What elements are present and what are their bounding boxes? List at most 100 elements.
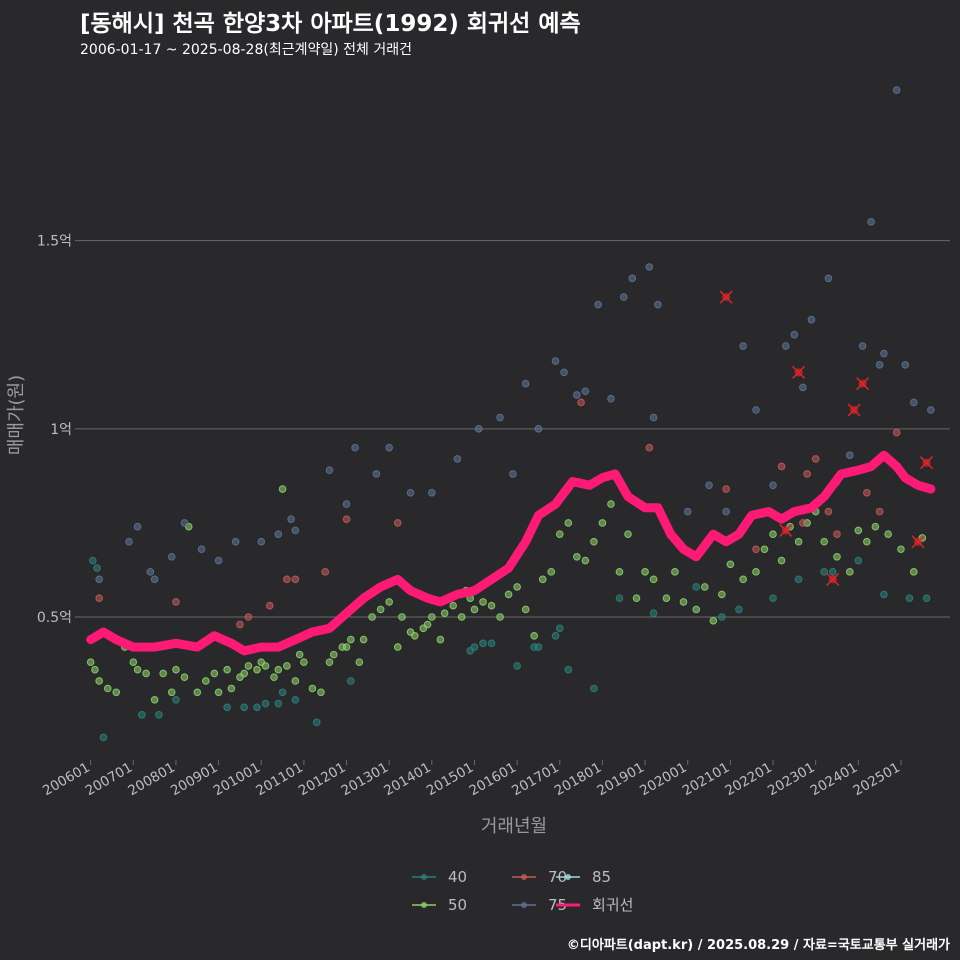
data-point-40 [828, 568, 837, 576]
data-point-50 [261, 662, 270, 670]
data-point-70 [892, 428, 901, 437]
data-point-75 [824, 274, 833, 283]
x-tick-label: 201401 [381, 760, 434, 800]
data-point-50 [794, 537, 803, 546]
data-point-40 [487, 639, 496, 648]
data-point-40 [854, 556, 863, 565]
data-point-50 [295, 650, 304, 659]
data-point-75 [287, 515, 295, 523]
data-point-75 [807, 315, 816, 324]
data-point-40 [649, 609, 658, 618]
data-point-50 [760, 545, 769, 554]
source-credit: ©디아파트(dapt.kr) / 2025.08.29 / 자료=국토교통부 실… [566, 938, 950, 953]
data-point-50 [590, 537, 598, 546]
data-point-50 [752, 568, 760, 576]
legend-key-dot [521, 874, 527, 880]
data-point-50 [202, 677, 210, 685]
data-point-50 [845, 568, 854, 576]
data-point-40 [155, 711, 163, 719]
data-point-40 [93, 564, 101, 572]
data-point-40 [278, 688, 287, 697]
data-point-75 [167, 552, 176, 561]
data-point-40 [718, 613, 726, 621]
data-point-75 [705, 481, 713, 490]
cancelled-trade-markers [719, 290, 934, 586]
data-point-50 [214, 688, 223, 697]
data-point-75 [274, 530, 283, 538]
data-point-75 [619, 293, 628, 301]
data-point-40 [735, 605, 743, 614]
data-point-40 [223, 703, 231, 712]
data-point-75 [385, 443, 393, 452]
data-point-40 [347, 677, 355, 685]
data-point-75 [125, 537, 133, 546]
data-point-50 [223, 665, 231, 674]
data-point-50 [86, 658, 95, 666]
data-point-75 [95, 575, 103, 584]
data-point-40 [291, 695, 300, 704]
x-tick-label: 202201 [722, 760, 775, 800]
data-point-40 [88, 556, 97, 565]
data-point-50 [718, 590, 726, 599]
data-point-70 [803, 470, 811, 478]
cancelled-trade-marker [779, 523, 793, 537]
data-point-50 [423, 620, 432, 629]
data-point-75 [739, 342, 747, 350]
data-point-75 [146, 568, 155, 576]
data-point-75 [654, 300, 662, 309]
x-tick-label: 201601 [466, 760, 519, 800]
legend-item-회귀선: 회귀선 [556, 896, 633, 914]
y-tick-label: 1억 [50, 422, 72, 438]
data-point-40 [880, 590, 888, 599]
data-point-75 [197, 545, 206, 554]
data-point-50 [278, 485, 287, 493]
data-point-75 [628, 274, 637, 283]
x-tick-label: 202001 [637, 760, 690, 800]
data-point-40 [138, 711, 146, 719]
legend-item-85: 85 [556, 868, 611, 886]
regression-line-group [86, 450, 936, 656]
data-point-50 [193, 688, 202, 697]
data-point-50 [547, 568, 556, 576]
data-point-75 [875, 361, 884, 369]
data-point-75 [406, 488, 415, 497]
data-point-75 [133, 522, 142, 531]
legend-key-dot [565, 874, 571, 880]
x-tick-label: 200901 [168, 760, 221, 800]
data-point-50 [692, 605, 701, 614]
data-point-75 [496, 413, 504, 422]
data-point-50 [871, 522, 880, 531]
data-point-50 [863, 537, 871, 546]
data-point-75 [722, 507, 730, 516]
data-point-75 [594, 300, 602, 309]
data-point-75 [351, 443, 359, 452]
data-point-50 [598, 519, 607, 527]
cancelled-trade-x [792, 365, 806, 379]
data-point-40 [555, 624, 564, 633]
data-point-50 [504, 590, 513, 599]
data-point-40 [253, 703, 261, 712]
data-point-40 [794, 575, 803, 584]
data-point-50 [897, 545, 905, 554]
data-point-50 [91, 665, 99, 674]
data-point-40 [470, 643, 479, 651]
data-point-70 [777, 462, 786, 471]
data-point-75 [867, 218, 875, 226]
data-point-40 [590, 684, 598, 693]
data-point-50 [641, 568, 649, 576]
data-point-50 [253, 665, 261, 674]
data-point-50 [671, 568, 679, 576]
cancelled-trade-marker [847, 403, 861, 417]
chart-title: [동해시] 천곡 한양3차 아파트(1992) 회귀선 예측 [80, 11, 581, 37]
data-point-75 [291, 526, 300, 535]
data-point-50 [624, 530, 632, 538]
data-point-70 [95, 594, 103, 602]
legend-label: 40 [448, 868, 467, 886]
data-point-70 [799, 519, 807, 527]
data-point-50 [112, 688, 121, 697]
data-point-70 [863, 488, 871, 497]
data-point-75 [325, 466, 334, 475]
x-tick-label: 201101 [253, 760, 306, 800]
data-point-50 [129, 658, 138, 666]
